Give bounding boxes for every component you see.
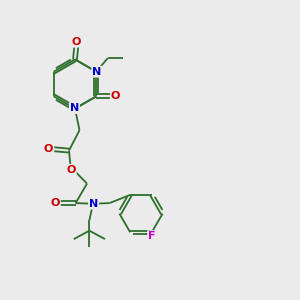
Text: N: N xyxy=(92,67,101,77)
Text: N: N xyxy=(70,103,79,113)
Text: O: O xyxy=(72,37,81,47)
Text: O: O xyxy=(50,198,60,208)
Text: F: F xyxy=(148,231,155,241)
Text: O: O xyxy=(66,165,76,175)
Text: N: N xyxy=(89,199,98,209)
Text: O: O xyxy=(44,144,53,154)
Text: O: O xyxy=(111,91,120,101)
